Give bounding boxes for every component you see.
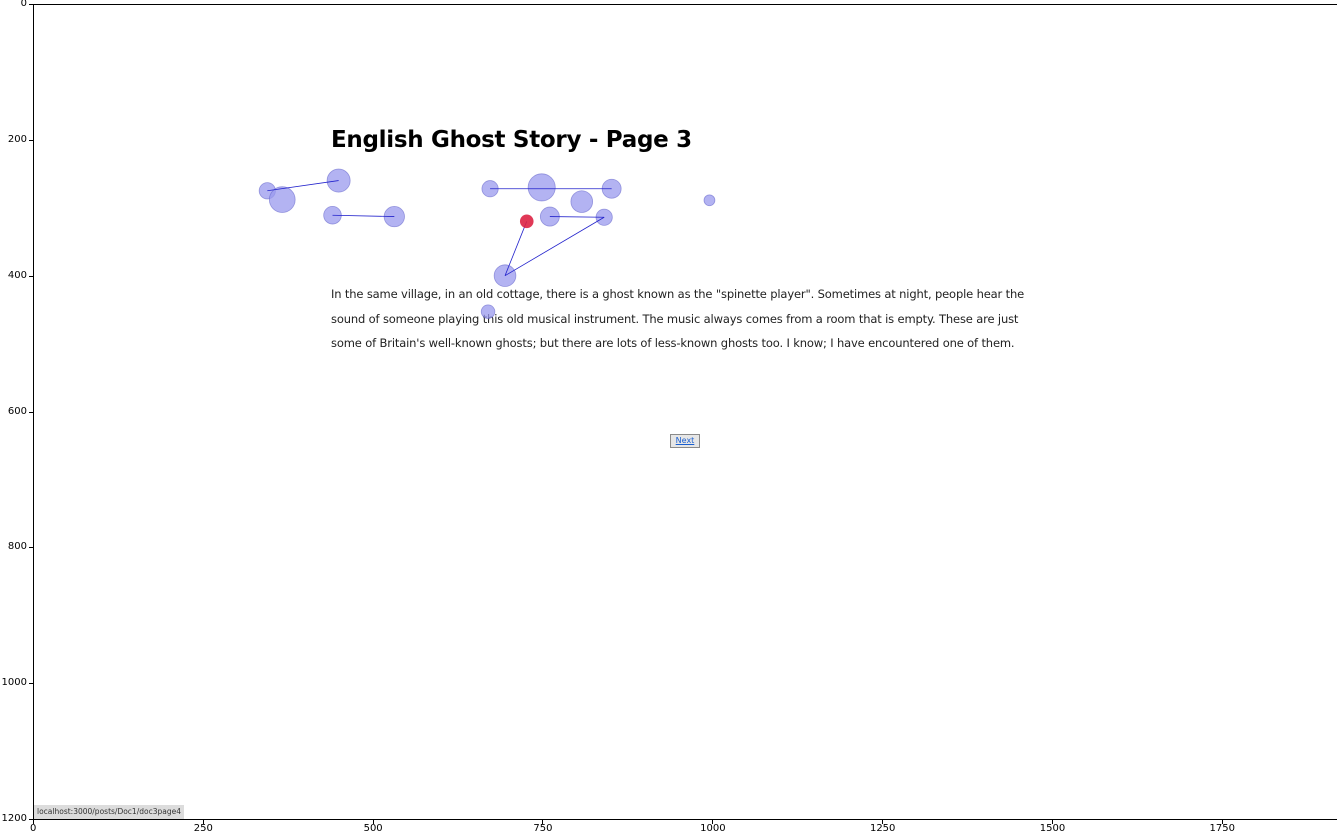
saccade-line [332, 214, 395, 217]
page-title: English Ghost Story - Page 3 [331, 127, 692, 153]
fixation-point [527, 173, 556, 202]
y-tick-mark [29, 4, 33, 5]
y-tick-mark [29, 819, 33, 820]
saccade-line [504, 221, 528, 276]
y-tick-label: 400 [7, 269, 27, 281]
fixation-point [268, 186, 296, 213]
x-tick-label: 250 [193, 823, 213, 834]
current-fixation-point [519, 214, 534, 229]
y-tick-mark [29, 411, 33, 413]
fixation-point [703, 194, 716, 207]
y-tick-mark [29, 139, 33, 141]
x-axis-line [33, 819, 1337, 820]
saccade-line [504, 216, 605, 277]
next-button[interactable]: Next [670, 434, 700, 448]
x-tick-label: 1500 [1039, 823, 1066, 834]
y-tick-mark [29, 275, 33, 277]
x-tick-label: 1750 [1209, 823, 1235, 834]
y-tick-label: 800 [7, 541, 27, 553]
x-tick-mark [372, 820, 374, 824]
fixation-point [480, 304, 496, 319]
top-frame-line [33, 4, 1337, 5]
y-tick-label: 1200 [1, 813, 27, 824]
x-tick-label: 0 [30, 823, 37, 834]
fixation-point [570, 190, 594, 213]
story-paragraph: In the same village, in an old cottage, … [331, 287, 1025, 350]
fixation-point [326, 168, 351, 193]
x-tick-mark [1051, 820, 1053, 824]
x-tick-label: 750 [533, 823, 553, 834]
y-tick-mark [29, 683, 33, 685]
x-tick-mark [202, 820, 204, 824]
x-tick-mark [1221, 820, 1223, 824]
x-tick-mark [33, 820, 34, 824]
y-tick-label: 600 [7, 405, 27, 417]
y-tick-label: 1000 [1, 677, 27, 689]
saccade-line [267, 180, 339, 192]
x-tick-label: 500 [363, 823, 383, 834]
y-tick-label: 0 [20, 0, 27, 9]
x-tick-label: 1000 [700, 823, 726, 834]
y-axis-line [33, 4, 34, 819]
saccade-line [549, 216, 605, 218]
x-tick-mark [712, 820, 714, 824]
x-tick-mark [542, 820, 544, 824]
y-tick-label: 200 [7, 133, 27, 145]
y-tick-mark [29, 547, 33, 549]
x-tick-label: 1250 [869, 823, 896, 834]
x-tick-mark [881, 820, 883, 824]
status-bar-url: localhost:3000/posts/Doc1/doc3page4 [34, 805, 184, 819]
